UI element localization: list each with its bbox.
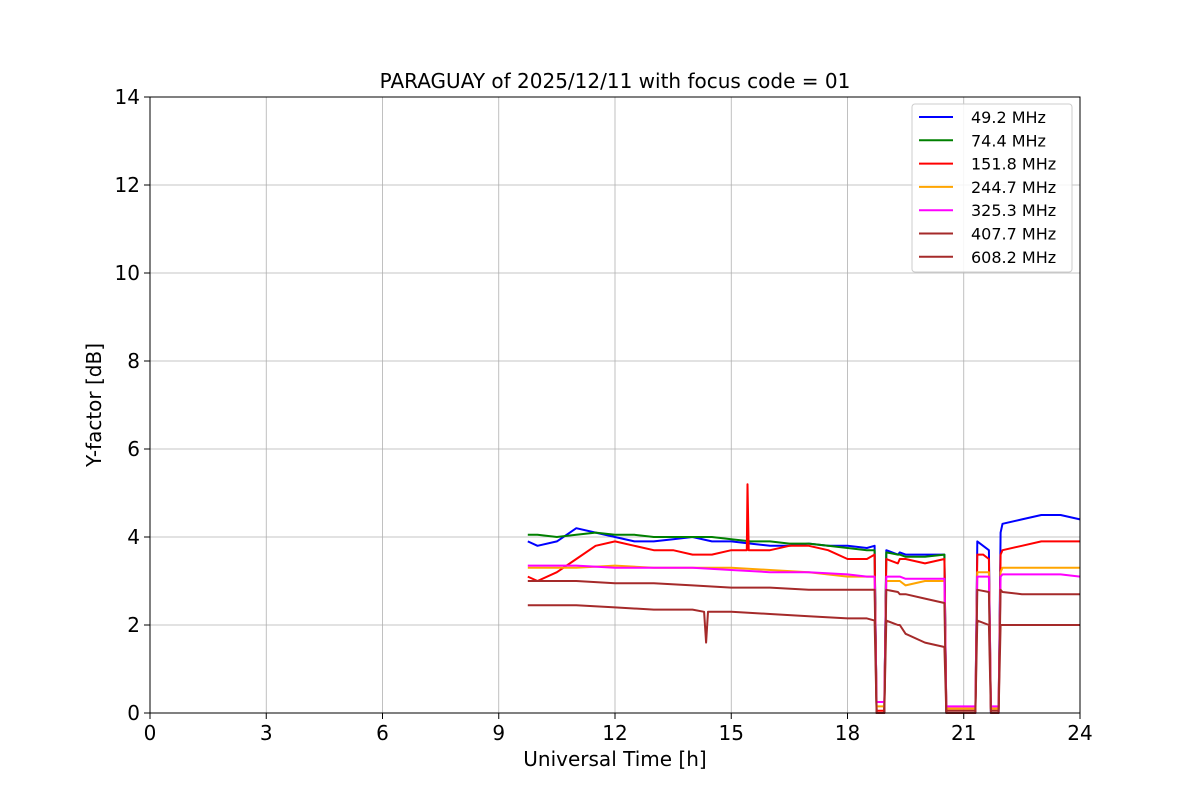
y-tick-label: 10 <box>115 261 140 285</box>
x-tick-label: 18 <box>835 721 860 745</box>
x-tick-label: 9 <box>492 721 505 745</box>
legend-label: 49.2 MHz <box>971 108 1046 127</box>
series-line-1 <box>527 531 948 714</box>
x-tick-label: 15 <box>719 721 744 745</box>
legend: 49.2 MHz 74.4 MHz 151.8 MHz 244.7 MHz 325.3… <box>911 103 1073 273</box>
x-tick-label: 21 <box>951 721 976 745</box>
legend-label: 151.8 MHz <box>971 155 1056 174</box>
x-tick-label: 6 <box>376 721 389 745</box>
chart-title: PARAGUAY of 2025/12/11 with focus code =… <box>380 69 851 93</box>
y-tick-label: 14 <box>115 85 140 109</box>
legend-label: 407.7 MHz <box>971 225 1056 244</box>
x-tick-label: 3 <box>260 721 273 745</box>
legend-box <box>911 103 1073 273</box>
legend-label: 74.4 MHz <box>971 131 1046 150</box>
y-tick-label: 6 <box>127 437 140 461</box>
legend-label: 325.3 MHz <box>971 201 1056 220</box>
y-tick-label: 0 <box>127 701 140 725</box>
legend-label: 608.2 MHz <box>971 248 1056 267</box>
y-tick-label: 12 <box>115 173 140 197</box>
x-tick-label: 12 <box>602 721 627 745</box>
y-axis-label: Y-factor [dB] <box>82 343 106 468</box>
series-line-6 <box>527 604 1080 714</box>
y-tick-label: 8 <box>127 349 140 373</box>
x-tick-label: 0 <box>144 721 157 745</box>
y-tick-label: 4 <box>127 525 140 549</box>
series-group <box>527 483 1081 714</box>
legend-label: 244.7 MHz <box>971 178 1056 197</box>
series-line-5 <box>527 580 1080 714</box>
x-tick-label: 24 <box>1067 721 1092 745</box>
y-tick-label: 2 <box>127 613 140 637</box>
x-axis-label: Universal Time [h] <box>523 747 706 771</box>
